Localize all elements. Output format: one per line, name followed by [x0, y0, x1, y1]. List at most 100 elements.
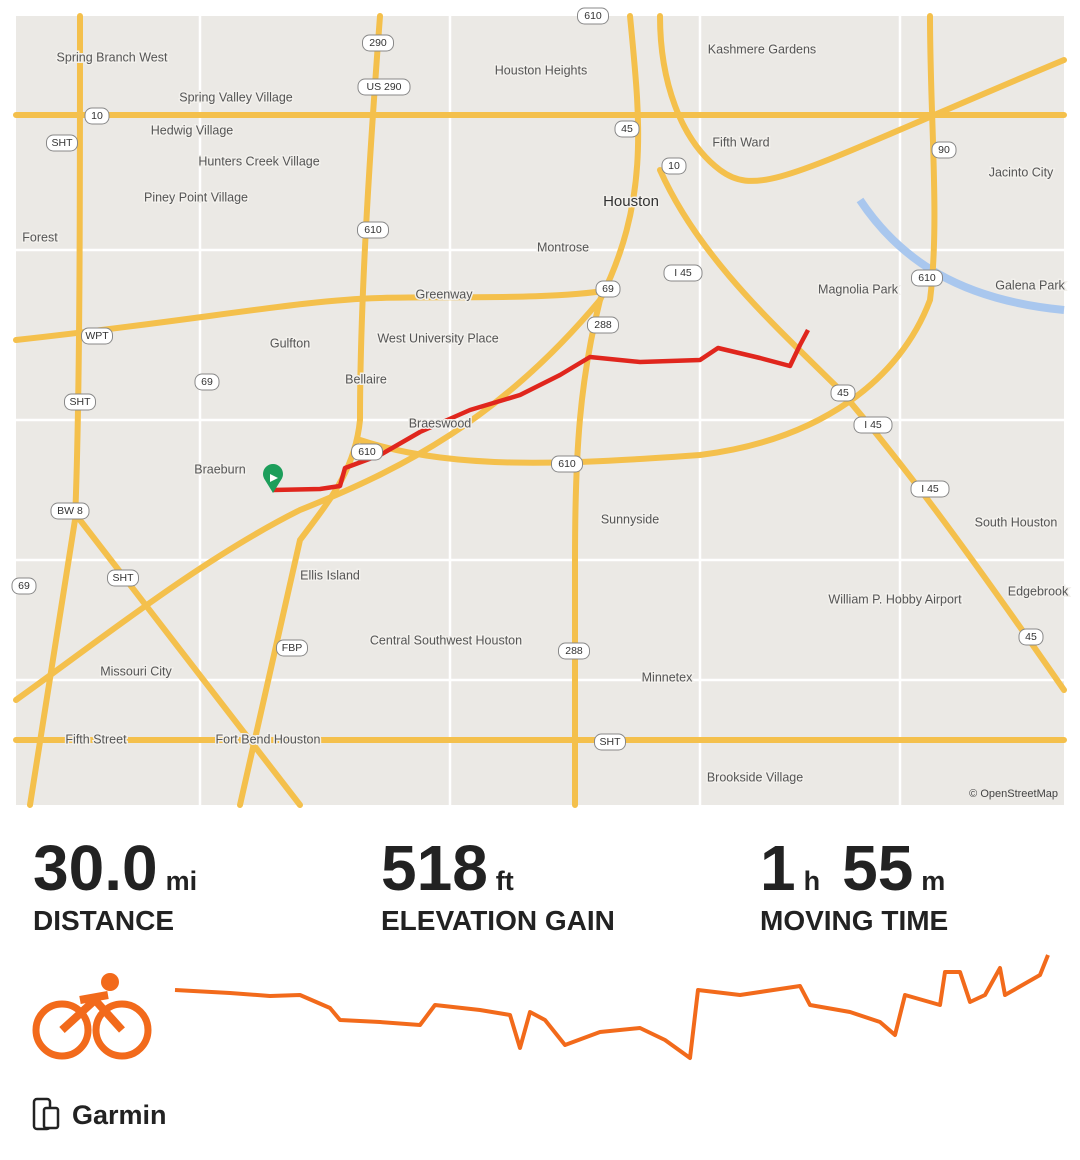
stat-label: MOVING TIME [760, 905, 948, 936]
stat-unit: mi [166, 866, 198, 896]
stat-unit: m [921, 866, 945, 896]
place-label: Sunnyside [601, 512, 659, 526]
road-shield [64, 393, 96, 411]
place-label: Ellis Island [300, 568, 360, 582]
road-shield [362, 34, 394, 52]
road-shield-label: 69 [201, 376, 213, 388]
place-label: Piney Point Village [144, 190, 248, 204]
road-shield-label: I 45 [921, 483, 939, 495]
place-label: Hunters Creek Village [198, 154, 319, 168]
road-shield-label: 45 [837, 387, 849, 399]
place-label: Hedwig Village [151, 123, 234, 137]
road-shield-label: SHT [113, 572, 135, 584]
road-shield-label: I 45 [864, 419, 882, 431]
road-shield-label: 610 [558, 458, 576, 470]
road-shield [357, 221, 389, 239]
road-shield [81, 327, 113, 345]
road-shield-label: 90 [938, 144, 950, 156]
stat-unit: ft [496, 866, 514, 896]
place-label: Bellaire [345, 372, 387, 386]
stat: 518 ft ELEVATION GAIN [381, 832, 615, 936]
road-shield-label: 290 [369, 37, 387, 49]
road-shield-label: WPT [85, 330, 109, 342]
road-shield [594, 733, 626, 751]
road-shield-label: 10 [91, 110, 103, 122]
road-shield [50, 502, 90, 520]
place-label: Spring Valley Village [179, 90, 293, 104]
road-shield-label: 69 [602, 283, 614, 295]
stat-value: 30.0 [33, 832, 158, 904]
road-shield-label: BW 8 [57, 505, 83, 517]
road-shield-label: 10 [668, 160, 680, 172]
road-shield [853, 416, 893, 434]
place-label: Galena Park [995, 278, 1065, 292]
place-label: Fifth Ward [712, 135, 769, 149]
road-shield-label: 69 [18, 580, 30, 592]
place-label: Central Southwest Houston [370, 633, 522, 647]
place-label: Jacinto City [989, 165, 1054, 179]
road-shield-label: FBP [282, 642, 302, 654]
place-label: William P. Hobby Airport [828, 592, 962, 606]
road-shield-label: SHT [70, 396, 92, 408]
ride-icon [32, 973, 152, 1060]
road-shield [11, 577, 37, 595]
place-label: Spring Branch West [57, 50, 168, 64]
road-shield [107, 569, 139, 587]
roads [13, 13, 1067, 808]
stat-label: DISTANCE [33, 905, 174, 936]
place-label: Gulfton [270, 336, 310, 350]
place-label: Braeswood [409, 416, 472, 430]
road-shield [84, 107, 110, 125]
place-label: Fort Bend Houston [216, 732, 321, 746]
stat-value: 55 [842, 832, 913, 904]
stat-value: 1 [760, 832, 796, 904]
road-shield-label: SHT [600, 736, 622, 748]
place-label: Brookside Village [707, 770, 803, 784]
device-icon [32, 1097, 60, 1131]
stat: 1 h 55 m MOVING TIME [760, 832, 948, 936]
road-shield [931, 141, 957, 159]
map[interactable]: Spring Branch West Spring Valley Village H… [11, 7, 1070, 808]
road-shield-label: 288 [594, 319, 612, 331]
road-shield [1018, 628, 1044, 646]
road-shield [194, 373, 220, 391]
road-shield-label: 45 [1025, 631, 1037, 643]
road-shield [663, 264, 703, 282]
road-shield-label: SHT [52, 137, 74, 149]
road-shield [357, 78, 411, 96]
place-label: Fifth Street [65, 732, 127, 746]
place-label: Missouri City [100, 664, 172, 678]
place-label: Magnolia Park [818, 282, 899, 296]
road-shield-label: US 290 [366, 81, 401, 93]
place-label: Braeburn [194, 462, 245, 476]
road-shield-label: I 45 [674, 267, 692, 279]
device-name: Garmin [72, 1100, 167, 1130]
road-shield [46, 134, 78, 152]
road-shield-label: 288 [565, 645, 583, 657]
stat-unit: h [804, 866, 821, 896]
place-label: South Houston [975, 515, 1058, 529]
place-label: Montrose [537, 240, 589, 254]
place-label: West University Place [377, 331, 498, 345]
place-label: Kashmere Gardens [708, 42, 816, 56]
stat: 30.0 mi DISTANCE [33, 832, 197, 936]
road-shield-label: 610 [918, 272, 936, 284]
place-label: Minnetex [642, 670, 693, 684]
road-shield [577, 7, 609, 25]
map-background [16, 16, 1064, 805]
road-shield-label: 610 [358, 446, 376, 458]
place-label: Houston Heights [495, 63, 587, 77]
road-shield [587, 316, 619, 334]
place-label: Houston [603, 193, 659, 210]
road-shield [558, 642, 590, 660]
road-shield [911, 269, 943, 287]
attribution[interactable]: © OpenStreetMap [969, 788, 1058, 800]
road-shield [595, 280, 621, 298]
stat-value: 518 [381, 832, 488, 904]
road-shield-label: 610 [364, 224, 382, 236]
road-shield-label: 610 [584, 10, 602, 22]
start-marker [263, 464, 283, 493]
road-shield [551, 455, 583, 473]
road-shield [351, 443, 383, 461]
